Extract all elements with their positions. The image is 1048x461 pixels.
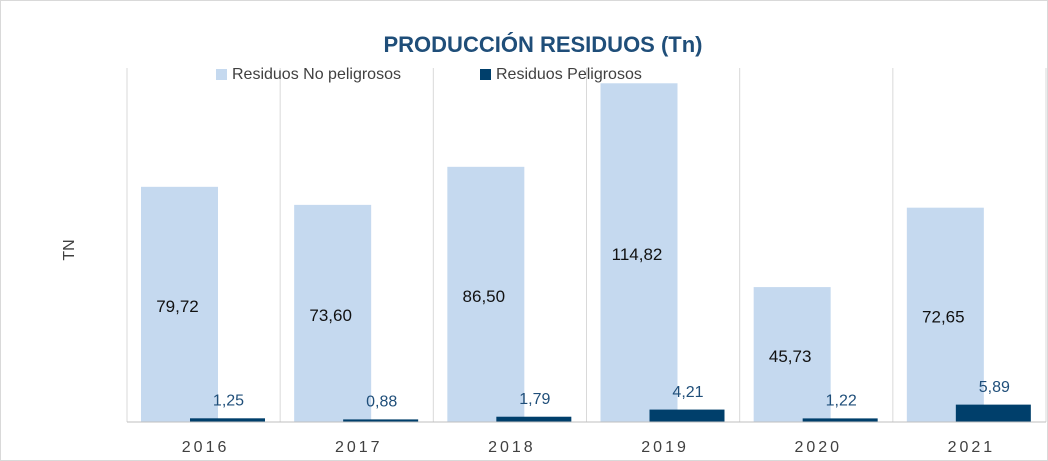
x-tick-label: 2019 bbox=[641, 439, 689, 456]
legend-label: Residuos Peligrosos bbox=[496, 66, 642, 83]
bar bbox=[190, 418, 265, 422]
bar bbox=[496, 416, 572, 422]
x-tick-label: 2021 bbox=[948, 439, 996, 456]
value-label: 5,89 bbox=[979, 379, 1010, 396]
bar bbox=[649, 409, 725, 422]
value-label: 114,82 bbox=[612, 245, 663, 264]
x-tick-label: 2016 bbox=[182, 439, 230, 456]
value-label: 1,25 bbox=[213, 393, 244, 410]
value-label: 86,50 bbox=[463, 287, 506, 306]
chart-title: PRODUCCIÓN RESIDUOS (Tn) bbox=[384, 32, 703, 57]
x-tick-label: 2020 bbox=[794, 439, 842, 456]
bar bbox=[906, 207, 984, 422]
value-label: 72,65 bbox=[922, 307, 965, 326]
value-label: 1,22 bbox=[826, 393, 857, 410]
value-label: 0,88 bbox=[366, 394, 397, 411]
legend-swatch bbox=[480, 69, 491, 80]
value-label: 1,79 bbox=[519, 391, 550, 408]
x-tick-label: 2017 bbox=[335, 439, 383, 456]
y-axis-label: TN bbox=[61, 239, 78, 260]
bar bbox=[447, 166, 525, 422]
value-label: 45,73 bbox=[769, 347, 812, 366]
bar bbox=[802, 418, 878, 422]
bar bbox=[294, 204, 372, 422]
legend-swatch bbox=[216, 69, 227, 80]
bar bbox=[955, 404, 1031, 422]
legend-label: Residuos No peligrosos bbox=[232, 66, 401, 83]
bar bbox=[600, 83, 678, 422]
value-label: 4,21 bbox=[672, 384, 703, 401]
value-label: 79,72 bbox=[156, 297, 199, 316]
bar bbox=[753, 287, 831, 422]
bar bbox=[141, 186, 218, 422]
value-label: 73,60 bbox=[309, 306, 352, 325]
x-tick-label: 2018 bbox=[488, 439, 536, 456]
bar bbox=[343, 419, 419, 422]
